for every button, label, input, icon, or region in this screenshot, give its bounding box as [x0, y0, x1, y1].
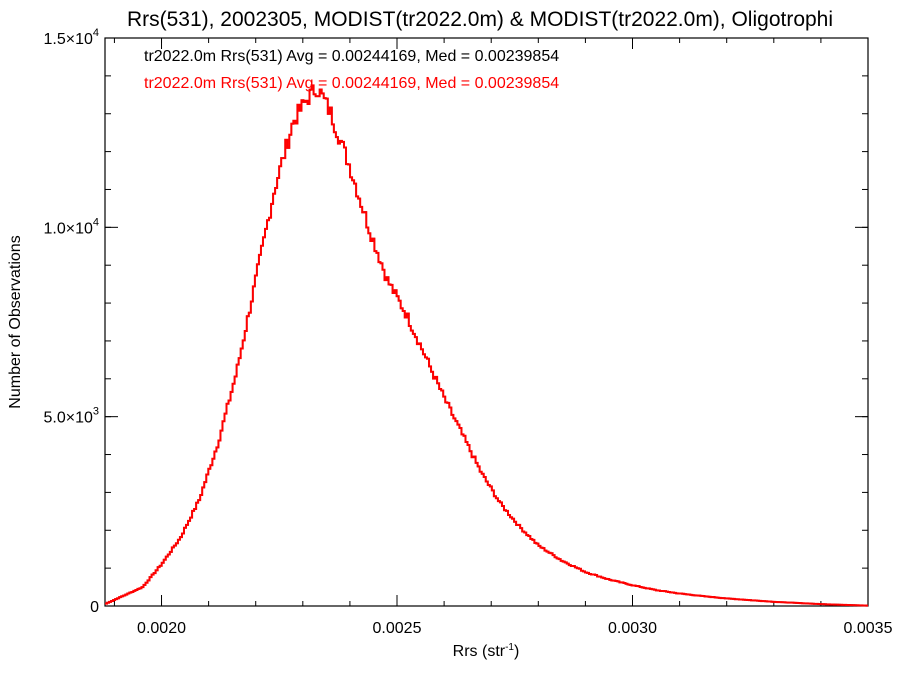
- x-tick-label: 0.0030: [608, 620, 657, 637]
- y-tick-label: 1.0×104: [43, 216, 99, 237]
- chart-title: Rrs(531), 2002305, MODIST(tr2022.0m) & M…: [127, 8, 833, 31]
- plot-frame: [104, 37, 869, 607]
- legend-entry-1: tr2022.0m Rrs(531) Avg = 0.00244169, Med…: [144, 75, 559, 92]
- y-tick-mantissa: 1.5×10: [43, 31, 92, 48]
- series-line-0: [105, 84, 868, 607]
- y-tick-mantissa: 1.0×10: [43, 220, 92, 237]
- y-tick-label: 1.5×104: [43, 27, 99, 48]
- x-axis-label: Rrs (str-1): [453, 642, 520, 660]
- y-tick-mantissa: 5.0×10: [43, 410, 92, 427]
- x-tick-label: 0.0020: [137, 620, 186, 637]
- series-line-1: [105, 84, 868, 607]
- axis-ticks: [105, 37, 869, 607]
- y-tick-label: 0: [90, 599, 99, 616]
- x-tick-label: 0.0025: [373, 620, 422, 637]
- legend: tr2022.0m Rrs(531) Avg = 0.00244169, Med…: [144, 48, 559, 92]
- x-axis-label-superscript: -1: [505, 642, 514, 653]
- x-tick-label: 0.0035: [844, 620, 893, 637]
- x-axis-label-close: ): [514, 643, 519, 660]
- tick-labels: 0.0020 0.0025 0.0030 0.003505.0×1031.0×1041…: [43, 27, 892, 637]
- series-lines: [105, 84, 868, 607]
- y-tick-exponent: 3: [93, 406, 99, 418]
- y-tick-mantissa: 0: [90, 599, 99, 616]
- y-tick-exponent: 4: [93, 27, 99, 39]
- y-tick-label: 5.0×103: [43, 406, 99, 427]
- y-axis-label: Number of Observations: [7, 235, 24, 408]
- y-tick-exponent: 4: [93, 216, 99, 228]
- legend-entry-0: tr2022.0m Rrs(531) Avg = 0.00244169, Med…: [144, 48, 559, 65]
- x-axis-label-main: Rrs (str: [453, 643, 506, 660]
